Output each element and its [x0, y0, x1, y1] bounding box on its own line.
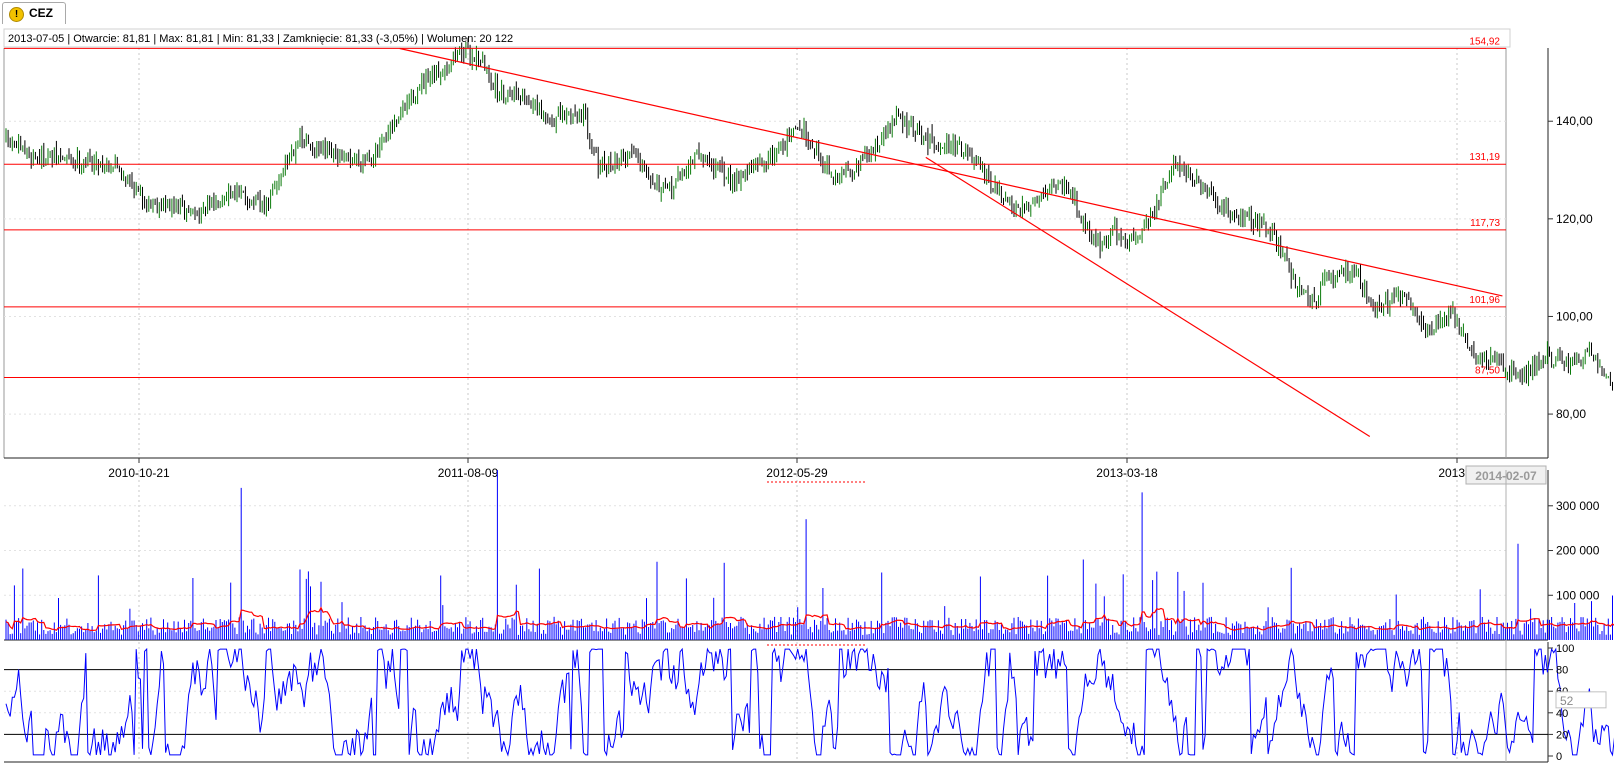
level-label: 101,96: [1469, 295, 1500, 306]
oscillator-tick-label: 0: [1556, 751, 1562, 763]
y-tick-label: 100,00: [1556, 309, 1593, 323]
oscillator-series: [4, 647, 1614, 757]
y-tick-label: 80,00: [1556, 407, 1586, 421]
oscillator-line: [5, 647, 1614, 757]
level-label: 154,92: [1469, 36, 1500, 47]
oscillator-y-axis: 10080604020052: [1548, 643, 1607, 763]
ohlc-info-text: 2013-07-05 | Otwarcie: 81,81 | Max: 81,8…: [8, 33, 513, 45]
volume-tick-label: 100 000: [1556, 588, 1600, 602]
tab-title: CEZ: [29, 6, 53, 20]
volume-average-line: [5, 606, 1614, 632]
level-label: 87,50: [1475, 365, 1500, 376]
x-axis: 2010-10-21 2011-08-09 2012-05-29 2013-03-18…: [108, 458, 1547, 762]
trend-line: [399, 47, 1503, 297]
volume-panel-frame: [4, 470, 1549, 641]
price-panel-frame: [3, 48, 1549, 459]
x-tick-label: 2010-10-21: [108, 466, 170, 480]
ohlc-info-bar: 2013-07-05 | Otwarcie: 81,81 | Max: 81,8…: [3, 28, 1511, 48]
warning-icon: !: [9, 7, 24, 22]
oscillator-last-value-box: [1555, 691, 1607, 709]
oscillator-last-value: 52: [1560, 694, 1574, 708]
volume-series: [5, 470, 1614, 640]
y-tick-label: 120,00: [1556, 212, 1593, 226]
instrument-tab[interactable]: ! CEZ: [2, 2, 66, 24]
oscillator-tick-label: 100: [1556, 643, 1574, 655]
oscillator-tick-label: 40: [1556, 708, 1568, 720]
trend-lines: [399, 47, 1503, 438]
x-tick-label: 2011-08-09: [438, 466, 499, 480]
oscillator-tick-label: 80: [1556, 665, 1568, 677]
oscillator-tick-label: 20: [1556, 729, 1568, 741]
x-tick-label: 2013-03-18: [1096, 466, 1158, 480]
volume-y-axis: 300 000 200 000 100 000: [1548, 499, 1600, 602]
level-label: 131,19: [1469, 152, 1500, 163]
price-series: [5, 37, 1613, 391]
volume-tick-label: 300 000: [1556, 499, 1600, 513]
y-tick-label: 140,00: [1556, 114, 1593, 128]
horizontal-levels: 154,92 131,19 117,73 101,96 87,50: [4, 36, 1506, 378]
x-tick-label: 2012-05-29: [766, 466, 828, 480]
trend-line: [925, 156, 1371, 438]
price-y-axis: 140,00 120,00 100,00 80,00: [1548, 114, 1593, 421]
chart-grid: [4, 48, 1506, 762]
level-label: 117,73: [1470, 218, 1500, 229]
oscillator-panel-frame: [4, 642, 1549, 763]
volume-tick-label: 200 000: [1556, 544, 1600, 558]
